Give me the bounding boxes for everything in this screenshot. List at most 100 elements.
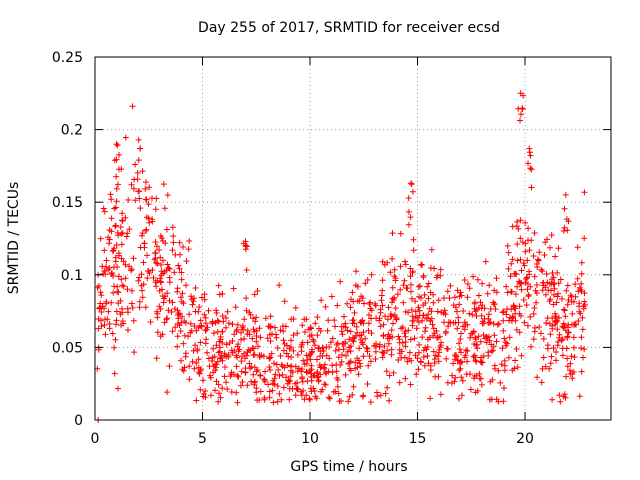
data-point: [153, 195, 160, 202]
data-point: [339, 351, 345, 358]
data-point: [209, 318, 216, 325]
data-point: [325, 317, 332, 324]
data-point: [228, 347, 235, 354]
data-point: [108, 228, 115, 235]
data-point: [274, 345, 281, 351]
data-point: [386, 372, 393, 379]
data-point: [200, 393, 207, 400]
data-point: [267, 338, 274, 345]
data-point: [455, 395, 462, 402]
data-point: [215, 381, 222, 388]
data-point: [373, 315, 380, 322]
data-point: [190, 298, 197, 305]
data-point: [116, 151, 122, 158]
data-point: [523, 302, 530, 308]
data-point: [464, 321, 471, 328]
data-point: [355, 371, 362, 378]
data-point: [425, 311, 432, 318]
data-point: [525, 225, 532, 232]
data-point: [247, 365, 253, 372]
data-point: [118, 322, 125, 329]
data-point: [268, 350, 275, 357]
data-point: [241, 316, 248, 323]
data-point: [198, 323, 205, 330]
data-point: [334, 383, 341, 390]
data-point: [500, 308, 507, 315]
data-point: [420, 347, 427, 354]
data-point: [416, 293, 423, 300]
data-point: [186, 238, 193, 244]
data-point: [493, 275, 500, 282]
data-point: [499, 345, 506, 352]
data-point: [197, 339, 204, 346]
data-point: [452, 304, 459, 311]
data-point: [354, 298, 361, 305]
data-point: [563, 287, 570, 294]
data-point: [347, 304, 354, 311]
data-point: [160, 257, 166, 264]
data-point: [454, 325, 461, 332]
data-point: [387, 269, 394, 276]
data-point: [461, 277, 468, 283]
data-point: [187, 329, 194, 336]
data-point: [522, 248, 529, 255]
data-point: [366, 312, 372, 318]
data-point: [160, 181, 167, 188]
data-point: [372, 356, 379, 362]
data-point: [487, 378, 494, 385]
data-point: [175, 262, 182, 269]
data-point: [425, 295, 432, 302]
data-point: [482, 258, 489, 265]
data-point: [299, 322, 306, 329]
data-point: [224, 308, 231, 315]
data-point: [497, 379, 504, 386]
data-point: [115, 181, 121, 188]
data-point: [200, 377, 207, 384]
data-point: [457, 336, 464, 342]
data-point: [119, 282, 126, 289]
data-point: [157, 254, 164, 261]
data-point: [350, 383, 357, 390]
data-point: [559, 295, 565, 302]
data-point: [106, 240, 113, 247]
data-point: [314, 356, 320, 363]
data-point: [204, 324, 211, 331]
data-point: [536, 249, 543, 256]
data-point: [181, 364, 188, 371]
data-point: [471, 341, 478, 347]
data-point: [405, 309, 412, 316]
data-point: [478, 354, 485, 361]
data-point: [111, 205, 118, 212]
x-tick-label: 20: [516, 431, 534, 447]
data-point: [501, 335, 508, 342]
data-point: [345, 398, 352, 405]
data-point: [179, 290, 186, 297]
data-point: [442, 330, 449, 337]
data-point: [109, 330, 116, 337]
data-point: [526, 247, 533, 254]
data-point: [166, 297, 173, 304]
data-point: [338, 358, 345, 365]
data-point: [250, 315, 256, 322]
data-point: [196, 304, 203, 310]
data-point: [570, 298, 577, 305]
data-point: [298, 348, 305, 355]
data-point: [338, 398, 345, 404]
data-point: [139, 168, 146, 175]
data-point: [506, 314, 513, 321]
data-point: [574, 244, 581, 251]
data-point: [332, 323, 339, 330]
data-point: [170, 239, 177, 246]
data-point: [337, 278, 344, 285]
data-point: [460, 308, 467, 314]
data-point: [229, 321, 236, 328]
data-point: [452, 374, 459, 381]
data-point: [504, 242, 511, 249]
data-point: [405, 208, 412, 215]
data-point: [472, 357, 479, 364]
data-point: [235, 373, 242, 380]
data-point: [400, 299, 407, 306]
data-point: [257, 334, 264, 341]
data-point: [398, 325, 405, 332]
data-point: [572, 281, 579, 288]
